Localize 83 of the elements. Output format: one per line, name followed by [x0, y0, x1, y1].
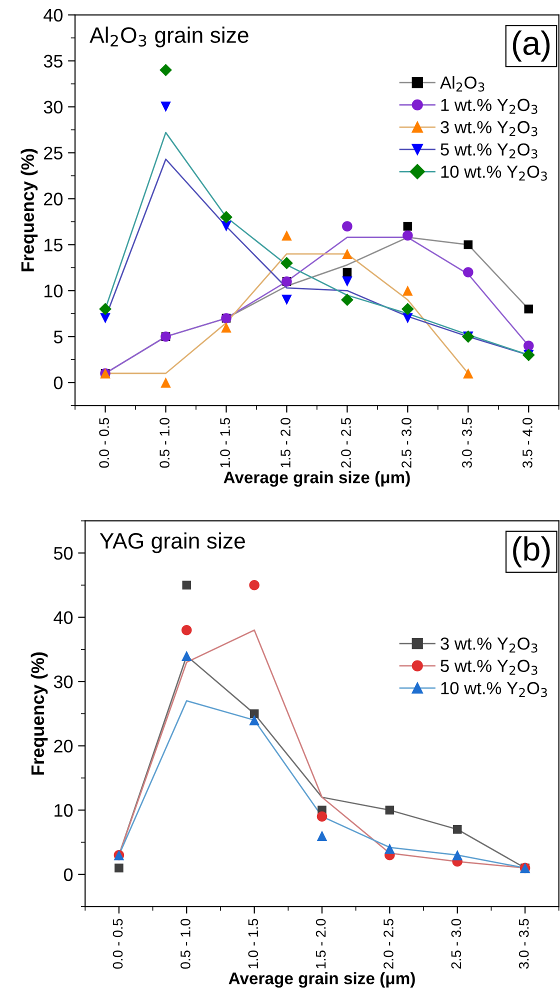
y-tick-label: 25	[44, 146, 62, 160]
point	[316, 830, 328, 841]
x-tick-label: 0.5 - 1.0	[160, 418, 170, 468]
x-tick-label: 2.0 - 2.5	[341, 418, 351, 468]
y-tick-label: 0	[64, 868, 73, 882]
x-tick-label: 0.0 - 0.5	[99, 418, 110, 468]
point	[220, 210, 232, 224]
y-tick-label: 40	[54, 611, 73, 624]
point	[524, 304, 534, 314]
annotation: Al$_{2}$O$_{3}$ grain size	[90, 26, 248, 48]
y-tick-label: 10	[54, 804, 73, 817]
y-tick-label: 30	[44, 100, 63, 114]
point	[99, 302, 112, 316]
x-tick-label: 3.0 - 3.5	[518, 918, 529, 969]
point	[452, 850, 463, 860]
point	[464, 240, 473, 250]
point	[342, 221, 352, 232]
x-tick-label: 1.0 - 1.5	[248, 918, 258, 968]
point	[282, 294, 292, 305]
x-tick-label: 3.0 - 3.5	[462, 418, 472, 468]
y-tick-label: 0	[54, 376, 63, 390]
y-tick-label: 40	[44, 8, 63, 22]
legend-label: 10 wt.% Y$_{2}$O$_{3}$	[441, 682, 547, 698]
legend-label: 10 wt.% Y$_{2}$O$_{3}$	[441, 166, 547, 181]
legend-label: Al$_{2}$O$_{3}$	[440, 76, 484, 92]
point	[342, 248, 352, 260]
legend-label: 3 wt.% Y$_{2}$O$_{3}$	[440, 121, 538, 136]
x-tick-label: 0.5 - 1.0	[180, 918, 190, 969]
x-tick-label: 1.0 - 1.5	[220, 418, 230, 468]
x-tick-label: 1.5 - 2.0	[316, 918, 326, 968]
x-tick-label: 2.5 - 3.0	[451, 918, 462, 969]
y-tick-label: 15	[44, 238, 62, 252]
annotation: (a)	[512, 30, 550, 62]
y-tick-label: 10	[44, 284, 63, 298]
point	[402, 230, 413, 241]
point	[182, 580, 192, 590]
point	[402, 313, 413, 324]
point	[160, 64, 172, 76]
y-tick-label: 50	[54, 546, 73, 560]
point	[160, 102, 171, 112]
point	[384, 844, 395, 854]
x-tick-label: 1.5 - 2.0	[280, 418, 290, 468]
point	[280, 256, 293, 270]
point	[181, 650, 192, 661]
point	[523, 340, 534, 351]
point	[342, 276, 352, 287]
x-tick-label: 0.0 - 0.5	[112, 918, 123, 969]
y-axis-title: Frequency (%)	[30, 652, 48, 775]
x-axis-title: Average grain size (μm)	[224, 471, 410, 487]
point	[403, 222, 412, 231]
point	[452, 825, 462, 834]
point	[340, 294, 354, 306]
point	[401, 302, 414, 316]
x-tick-label: 2.5 - 3.0	[402, 418, 412, 468]
point	[342, 268, 352, 277]
point	[282, 230, 292, 241]
y-tick-label: 5	[54, 330, 62, 344]
annotation: (b)	[513, 536, 550, 568]
point	[463, 267, 474, 278]
point	[463, 368, 474, 379]
point	[249, 714, 260, 726]
annotation: YAG grain size	[100, 532, 245, 554]
y-tick-label: 20	[44, 192, 63, 206]
y-tick-label: 35	[44, 54, 62, 68]
x-tick-label: 3.5 - 4.0	[522, 418, 532, 468]
legend-label: 3 wt.% Y$_{2}$O$_{3}$	[440, 637, 538, 653]
y-tick-label: 20	[54, 740, 73, 753]
y-tick-label: 30	[54, 675, 73, 688]
legend-label: 5 wt.% Y$_{2}$O$_{3}$	[440, 660, 538, 675]
y-axis-title: Frequency (%)	[20, 148, 38, 272]
point	[114, 864, 124, 872]
point	[316, 811, 328, 822]
point	[249, 580, 260, 590]
x-tick-label: 2.0 - 2.5	[384, 918, 394, 969]
legend-label: 1 wt.% Y$_{2}$O$_{3}$	[441, 98, 538, 114]
point	[100, 313, 110, 324]
legend-label: 5 wt.% Y$_{2}$O$_{3}$	[440, 143, 538, 158]
x-axis-title: Average grain size (μm)	[228, 972, 415, 988]
point	[160, 377, 171, 388]
point	[402, 286, 413, 296]
point	[385, 806, 394, 814]
point	[181, 624, 192, 636]
point	[221, 322, 232, 333]
